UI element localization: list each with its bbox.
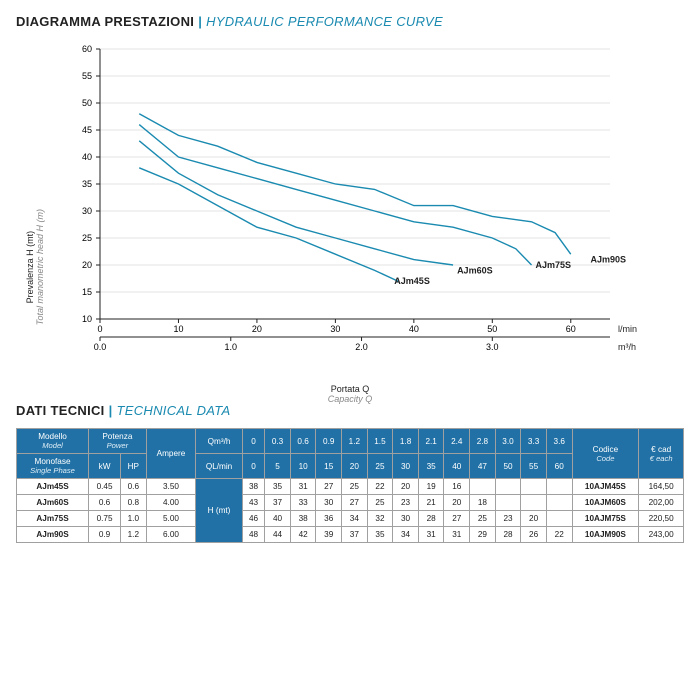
- svg-text:60: 60: [566, 324, 576, 334]
- svg-text:AJm60S: AJm60S: [457, 265, 493, 275]
- chart-title-en: HYDRAULIC PERFORMANCE CURVE: [206, 14, 443, 29]
- svg-text:0.0: 0.0: [94, 342, 107, 352]
- svg-text:0: 0: [97, 324, 102, 334]
- svg-text:AJm75S: AJm75S: [536, 260, 572, 270]
- chart-svg: 10 15 20 25 30 35 40 45 50 55 60 0 10 20 30 40 50 60 l/min…: [40, 39, 660, 383]
- svg-text:10: 10: [82, 314, 92, 324]
- svg-text:40: 40: [409, 324, 419, 334]
- svg-text:AJm45S: AJm45S: [394, 276, 430, 286]
- svg-text:m³/h: m³/h: [618, 342, 636, 352]
- svg-text:20: 20: [82, 260, 92, 270]
- svg-text:10: 10: [173, 324, 183, 334]
- svg-text:50: 50: [82, 98, 92, 108]
- svg-text:40: 40: [82, 152, 92, 162]
- svg-text:60: 60: [82, 44, 92, 54]
- chart-title-it: DIAGRAMMA PRESTAZIONI: [16, 14, 194, 29]
- svg-text:3.0: 3.0: [486, 342, 499, 352]
- svg-text:l/min: l/min: [618, 324, 637, 334]
- table-row: AJm90S0.91.26.00484442393735343131292826…: [17, 527, 684, 543]
- svg-text:1.0: 1.0: [225, 342, 238, 352]
- svg-text:2.0: 2.0: [355, 342, 368, 352]
- svg-text:AJm90S: AJm90S: [590, 255, 626, 265]
- svg-text:30: 30: [330, 324, 340, 334]
- svg-text:20: 20: [252, 324, 262, 334]
- chart-section-title: DIAGRAMMA PRESTAZIONI|HYDRAULIC PERFORMA…: [16, 14, 684, 29]
- technical-data-table: Modello ModelPotenzaPowerAmpereQm³/h00.3…: [16, 428, 684, 543]
- table-row: AJm75S0.751.05.0046403836343230282725232…: [17, 511, 684, 527]
- table-title-en: TECHNICAL DATA: [117, 403, 231, 418]
- table-title-it: DATI TECNICI: [16, 403, 105, 418]
- table-row: AJm45S0.450.63.50H (mt)38353127252220191…: [17, 479, 684, 495]
- svg-text:50: 50: [487, 324, 497, 334]
- svg-text:25: 25: [82, 233, 92, 243]
- svg-text:35: 35: [82, 179, 92, 189]
- svg-text:55: 55: [82, 71, 92, 81]
- table-section-title: DATI TECNICI|TECHNICAL DATA: [16, 403, 684, 418]
- svg-text:30: 30: [82, 206, 92, 216]
- svg-text:45: 45: [82, 125, 92, 135]
- table-row: AJm60S0.60.84.004337333027252321201810AJ…: [17, 495, 684, 511]
- x-axis-label: Portata QCapacity Q: [328, 385, 373, 405]
- y-axis-label: Prevalenza H (mt)Total manometric head H…: [26, 209, 46, 325]
- svg-text:15: 15: [82, 287, 92, 297]
- performance-chart: Prevalenza H (mt)Total manometric head H…: [40, 39, 660, 379]
